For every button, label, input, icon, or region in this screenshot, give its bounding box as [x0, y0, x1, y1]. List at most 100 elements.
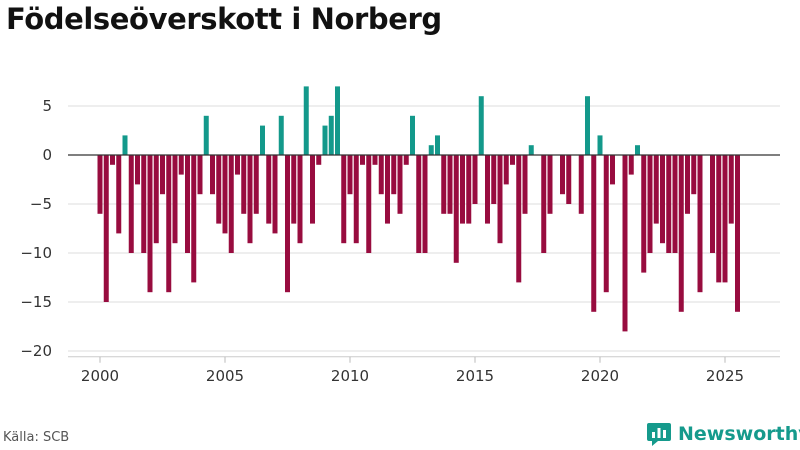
bar-2016q3 — [510, 155, 515, 165]
y-axis: 5 0 −5 −10 −15 −20 — [20, 97, 52, 360]
bar-2013q3 — [435, 135, 440, 155]
bar-2015q2 — [478, 96, 484, 155]
bar-2009q2 — [328, 115, 334, 155]
bar-2021q3 — [635, 145, 640, 155]
bar-2025q1 — [722, 155, 728, 283]
bar-2010q3 — [360, 155, 365, 165]
x-axis: 2000 2005 2010 2015 2020 2025 — [68, 356, 780, 385]
bar-2009q4 — [341, 155, 347, 244]
bar-2022q2 — [653, 155, 659, 224]
bar-2009q3 — [335, 86, 340, 155]
bar-2003q2 — [178, 155, 184, 175]
bar-2016q4 — [516, 155, 522, 283]
bar-2015q3 — [485, 155, 490, 224]
x-tick-label: 2005 — [206, 367, 244, 385]
y-tick-label: −10 — [20, 244, 52, 262]
bar-2008q4 — [316, 155, 322, 165]
newsworthy-logo-icon — [647, 423, 671, 446]
bar-2020q3 — [610, 155, 615, 185]
bar-2009q1 — [322, 125, 328, 155]
bar-2012q1 — [397, 155, 403, 214]
bar-2005q1 — [222, 155, 228, 234]
bar-2013q4 — [441, 155, 447, 214]
source-note: Källa: SCB — [3, 430, 70, 445]
bar-2001q1 — [122, 135, 128, 155]
x-tick-label: 2010 — [331, 367, 369, 385]
bar-2011q1 — [372, 155, 378, 165]
bar-2024q4 — [716, 155, 722, 283]
bar-2002q4 — [166, 155, 172, 293]
bar-2024q3 — [710, 155, 715, 253]
bar-2011q3 — [385, 155, 390, 224]
bar-2015q4 — [491, 155, 497, 204]
bar-2018q3 — [560, 155, 565, 195]
bar-2020q2 — [603, 155, 609, 293]
bar-2007q1 — [272, 155, 278, 234]
bar-2014q2 — [453, 155, 459, 263]
bar-2004q1 — [197, 155, 203, 195]
x-tick-label: 2020 — [581, 367, 619, 385]
bar-2019q2 — [578, 155, 584, 214]
bar-2018q1 — [547, 155, 553, 214]
bar-2005q2 — [228, 155, 234, 253]
bar-2021q2 — [628, 155, 634, 175]
bar-2017q2 — [528, 145, 534, 155]
bar-2002q2 — [153, 155, 159, 244]
bar-2013q2 — [428, 145, 434, 155]
bar-2005q3 — [235, 155, 240, 175]
bar-2008q2 — [303, 86, 309, 155]
y-tick-label: −15 — [20, 293, 52, 311]
bar-2008q1 — [297, 155, 303, 244]
bars — [97, 86, 740, 332]
bar-2001q2 — [128, 155, 134, 253]
brand-name: Newsworthy — [678, 423, 800, 445]
bar-2018q4 — [566, 155, 572, 204]
bar-2007q3 — [285, 155, 290, 293]
bar-2008q3 — [310, 155, 315, 224]
y-tick-label: −20 — [20, 342, 52, 360]
bar-2010q2 — [353, 155, 359, 244]
y-tick-label: 0 — [42, 146, 52, 164]
y-tick-label: 5 — [42, 97, 52, 115]
bar-2012q3 — [410, 115, 415, 155]
bar-2012q4 — [416, 155, 422, 253]
bar-2023q2 — [678, 155, 684, 312]
x-tick-label: 2025 — [706, 367, 744, 385]
bar-2016q1 — [497, 155, 503, 244]
bar-2017q4 — [541, 155, 547, 253]
bar-2014q1 — [447, 155, 453, 214]
bar-2000q3 — [110, 155, 115, 165]
bar-2006q2 — [253, 155, 259, 214]
bar-2023q1 — [672, 155, 678, 253]
bar-2001q4 — [141, 155, 147, 253]
bar-2014q3 — [460, 155, 465, 224]
bar-2014q4 — [466, 155, 472, 224]
bar-2017q1 — [522, 155, 528, 214]
bar-2012q2 — [403, 155, 409, 165]
bar-2022q3 — [660, 155, 665, 244]
bar-2003q1 — [172, 155, 178, 244]
bar-2025q3 — [735, 155, 740, 312]
bar-2011q2 — [378, 155, 384, 195]
x-tick-label: 2015 — [456, 367, 494, 385]
bar-2006q3 — [260, 125, 265, 155]
bar-2019q4 — [591, 155, 597, 312]
bar-2021q1 — [622, 155, 628, 332]
bar-2016q2 — [503, 155, 509, 185]
bar-2020q1 — [597, 135, 603, 155]
bar-2004q3 — [210, 155, 215, 195]
bar-2007q2 — [278, 115, 284, 155]
bar-2004q4 — [216, 155, 222, 224]
bar-2013q1 — [422, 155, 428, 253]
bar-2025q2 — [728, 155, 734, 224]
bar-2010q4 — [366, 155, 372, 253]
bar-2004q2 — [203, 115, 209, 155]
bar-2023q4 — [691, 155, 697, 195]
bar-2000q2 — [103, 155, 109, 302]
bar-2023q3 — [685, 155, 690, 214]
brand[interactable]: Newsworthy — [646, 421, 800, 447]
x-tick-label: 2000 — [81, 367, 119, 385]
bar-2001q3 — [135, 155, 140, 185]
bar-2000q1 — [97, 155, 103, 214]
